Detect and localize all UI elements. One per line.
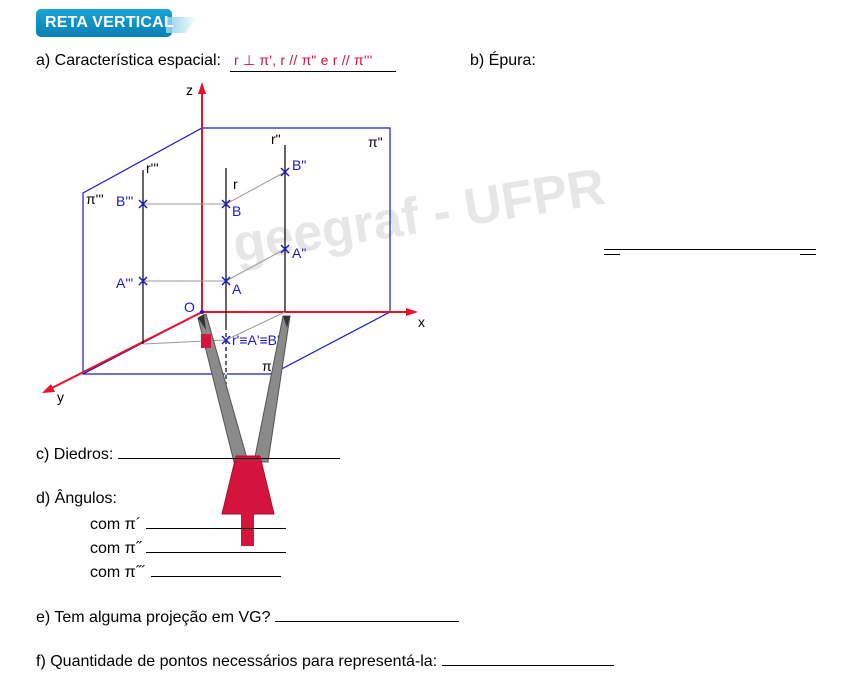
projector-b-frontal [225,171,286,205]
epura-ground-line [604,249,816,250]
question-d-item-3-label: com π˝´ [90,564,147,581]
epura-left-mark [604,254,620,255]
point-markers [138,167,290,345]
point-b-label: B [232,203,241,219]
question-f: f) Quantidade de pontos necessários para… [36,651,614,671]
y-axis-arrow [42,384,55,393]
question-d-item-2: com π˝ [90,538,286,558]
projector-top-to-x [225,311,286,341]
question-e-label: e) Tem alguma projeção em VG? [36,609,271,626]
z-axis-arrow [198,82,206,94]
origin-label: O [184,299,195,315]
line-r-label: r [233,176,238,192]
question-d-item-1: com π´ [90,514,286,534]
z-axis-label: z [186,82,193,98]
question-f-label: f) Quantidade de pontos necessários para… [36,653,438,670]
question-c-label: c) Diedros: [36,446,114,463]
x-axis-arrow [406,308,418,316]
question-a: a) Característica espacial: [36,52,221,70]
profile-plane-label: π''' [86,191,104,207]
question-a-answer-field[interactable]: r ⊥ π', r // π" e r // π''' [230,52,396,72]
question-d-item-3: com π˝´ [90,562,281,582]
point-b-marker [221,199,231,209]
question-a-answer: r ⊥ π', r // π" e r // π''' [234,52,373,68]
question-d-item-1-label: com π´ [90,516,142,533]
section-badge: RETA VERTICAL [36,9,198,37]
question-c-answer-field[interactable] [117,444,340,459]
question-d-item-3-answer-field[interactable] [150,562,281,577]
point-b-profile-label: B''' [116,193,133,209]
badge-background [36,9,172,37]
page-title: RETA VERTICAL [45,14,174,31]
point-a-marker [221,276,231,286]
horizontal-plane-label: π [262,358,272,374]
point-a-frontal-label: A" [292,245,306,261]
point-top-marker [221,335,231,345]
point-b-frontal-label: B" [292,157,306,173]
point-a-frontal-marker [280,244,290,254]
watermark-text: geegraf - UFPR [229,158,609,274]
point-a-label: A [232,281,242,297]
question-d-item-2-answer-field[interactable] [145,538,286,553]
frontal-plane-label: π" [368,134,383,150]
frontal-plane [202,127,391,312]
question-f-answer-field[interactable] [441,651,614,666]
point-a-profile-marker [138,276,148,286]
point-a-profile-label: A''' [116,275,133,291]
y-axis [47,311,203,391]
line-r-frontal-label: r" [271,131,281,147]
question-e: e) Tem alguma projeção em VG? [36,607,459,627]
origin-point [200,310,204,314]
question-d-label: d) Ângulos: [36,490,117,507]
line-r-top-label: r'≡A'≡B' [232,332,280,348]
y-axis-label: y [57,389,64,405]
line-r-profile-label: r''' [146,160,159,176]
question-e-answer-field[interactable] [274,607,459,622]
epura-right-mark [800,254,816,255]
question-a-label: a) Característica espacial: [36,52,221,69]
question-d-item-2-label: com π˝ [90,540,142,557]
question-d-item-1-answer-field[interactable] [145,514,286,529]
compass-icon [197,313,291,546]
point-b-profile-marker [138,199,148,209]
projector-a-frontal [225,248,286,282]
point-b-frontal-marker [280,167,290,177]
question-b-label: b) Épura: [470,52,536,69]
x-axis-label: x [418,314,425,330]
question-c: c) Diedros: [36,444,340,464]
